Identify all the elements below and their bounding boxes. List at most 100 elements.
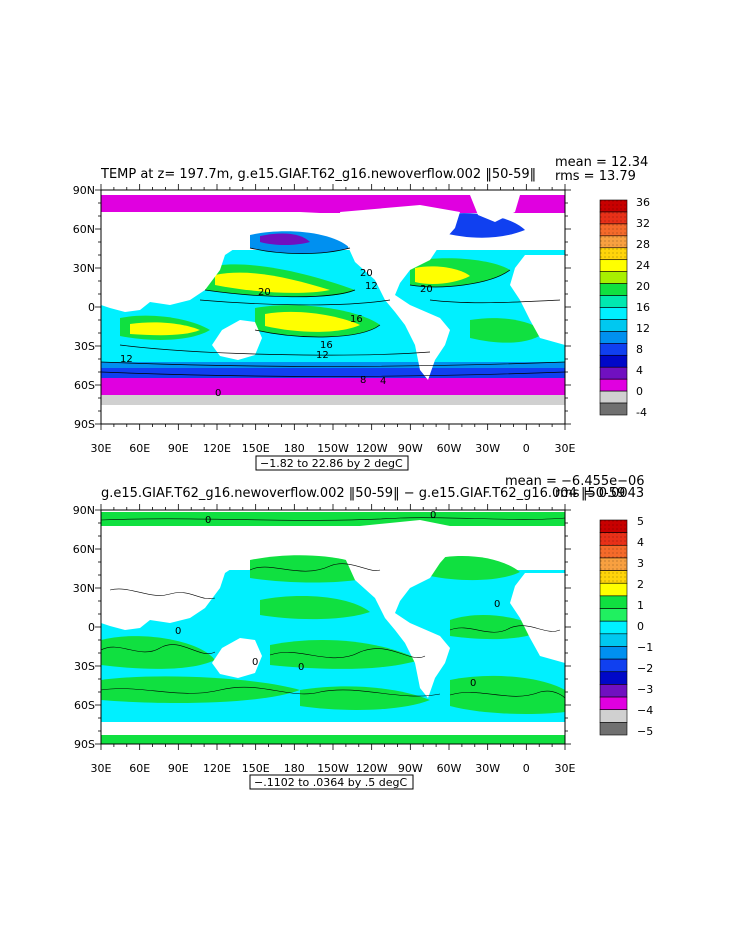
colorbar-box [599, 283, 628, 296]
panel2-ytick: 60S [74, 699, 95, 712]
panel2-cbar-label: −1 [637, 641, 653, 654]
panel2-cbar-label: 5 [637, 515, 644, 528]
panel2-xtick: 60W [437, 762, 462, 775]
panel2-cbar-label: −5 [637, 725, 653, 738]
svg-text:0: 0 [470, 678, 476, 689]
panel1-contour-note-box [255, 455, 409, 471]
land-africa-2 [510, 573, 565, 663]
svg-text:20: 20 [360, 268, 373, 279]
colorbar-stipple [600, 570, 627, 584]
panel1-map: 20 12 16 16 12 12 20 8 4 0 20 [101, 190, 565, 424]
colorbar-box [599, 343, 628, 356]
panel1-ytick: 90N [73, 184, 95, 197]
colorbar-box [599, 319, 628, 332]
panel1-contour-note: −1.82 to 22.86 by 2 degC [260, 457, 403, 470]
panel2-colorbar [599, 519, 628, 736]
panel1-cbar-label: 32 [636, 217, 650, 230]
colorbar-box [599, 402, 628, 416]
land-australia-2 [212, 638, 262, 678]
colorbar-box [599, 271, 628, 284]
svg-text:12: 12 [316, 350, 329, 361]
panel1-cbar-label: 12 [636, 322, 650, 335]
colorbar-stipple [600, 235, 627, 248]
panel2-contour-note-box [249, 774, 414, 790]
panel2-ytick: 0 [88, 621, 95, 634]
svg-text:16: 16 [350, 314, 363, 325]
panel2-cbar-label: 3 [637, 557, 644, 570]
panel1-cbar-label: 16 [636, 301, 650, 314]
panel2-cbar-label: −2 [637, 662, 653, 675]
colorbar-box [599, 307, 628, 320]
colorbar-stipple [600, 532, 627, 546]
panel1-cbar-label: 8 [636, 343, 643, 356]
panel1-colorbar [599, 199, 628, 416]
colorbar-box [599, 620, 628, 635]
panel1-ytick: 60N [73, 223, 95, 236]
colorbar-box [599, 684, 628, 698]
panel1-ytick: 60S [74, 379, 95, 392]
panel-temperature: TEMP at z= 197.7m, g.e15.GIAF.T62_g16.ne… [73, 155, 650, 471]
colorbar-box [599, 354, 628, 368]
panel2-ticks [95, 504, 571, 750]
land-australia [212, 320, 262, 360]
panel1-cbar-label: 28 [636, 238, 650, 251]
svg-text:0: 0 [215, 388, 221, 399]
panel1-cbar-label: -4 [636, 406, 647, 419]
panel1-xtick: 30E [91, 442, 112, 455]
land-africa-eurasia [101, 212, 380, 312]
panel2-xtick: 150W [317, 762, 349, 775]
colorbar-box [599, 295, 628, 308]
panel1-title: TEMP at z= 197.7m, g.e15.GIAF.T62_g16.ne… [100, 167, 536, 182]
panel2-cbar-label: −4 [637, 704, 653, 717]
svg-text:4: 4 [380, 376, 386, 387]
svg-text:12: 12 [120, 354, 133, 365]
colorbar-box [599, 696, 628, 711]
panel2-contour-note: −.1102 to .0364 by .5 degC [254, 776, 407, 789]
land-americas [340, 205, 460, 380]
panel2-xtick: 180 [284, 762, 305, 775]
panel1-xtick: 90W [398, 442, 423, 455]
colorbar-stipple [600, 557, 627, 571]
panel1-cbar-label: 20 [636, 280, 650, 293]
colorbar-stipple [600, 247, 627, 260]
svg-text:0: 0 [175, 626, 181, 637]
colorbar-box [599, 595, 628, 609]
panel2-cbar-label: −3 [637, 683, 653, 696]
land-greenland [470, 195, 520, 222]
panel2-map: 0 0 0 0 0 0 0 [101, 510, 565, 744]
panel1-mean: mean = 12.34 [555, 155, 648, 170]
panel2-ytick: 90S [74, 738, 95, 751]
panel2-rms: rms = 0.0043 [555, 486, 644, 501]
colorbar-stipple [600, 200, 627, 212]
panel1-xtick: 120E [203, 442, 231, 455]
colorbar-box [599, 378, 628, 392]
panel2-xtick: 90W [398, 762, 423, 775]
panel2-xtick: 90E [168, 762, 189, 775]
panel1-ticks [95, 184, 571, 430]
panel2-mean: mean = −6.455e−06 [505, 474, 645, 489]
land-americas-2 [340, 520, 460, 698]
colorbar-stipple [600, 223, 627, 236]
panel1-xtick: 60W [437, 442, 462, 455]
colorbar-stipple [600, 520, 627, 533]
colorbar-box [599, 633, 628, 647]
colorbar-stipple [600, 211, 627, 224]
land-eurasia-2 [101, 528, 380, 630]
svg-text:8: 8 [360, 375, 366, 386]
panel1-ytick: 90S [74, 418, 95, 431]
panel2-ytick: 60N [73, 543, 95, 556]
panel2-cbar-label: 0 [637, 620, 644, 633]
panel1-cbar-label: 36 [636, 196, 650, 209]
panel1-xtick: 180 [284, 442, 305, 455]
panel2-ytick: 30S [74, 660, 95, 673]
panel1-xtick: 30W [475, 442, 500, 455]
colorbar-box [599, 259, 628, 272]
panel2-xtick: 30E [91, 762, 112, 775]
panel2-cbar-label: 2 [637, 578, 644, 591]
panel2-cbar-label: 1 [637, 599, 644, 612]
panel-difference: g.e15.GIAF.T62_g16.newoverflow.002 ‖50-5… [73, 474, 653, 790]
svg-text:20: 20 [420, 284, 433, 295]
panel2-xtick: 120E [203, 762, 231, 775]
colorbar-box [599, 582, 628, 597]
